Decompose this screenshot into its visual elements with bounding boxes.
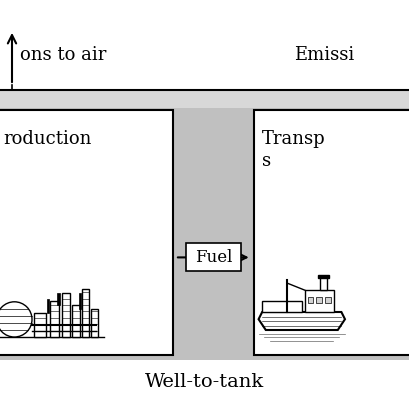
Bar xyxy=(34,313,45,337)
Bar xyxy=(254,110,409,355)
Bar xyxy=(316,297,322,303)
Bar xyxy=(0,0,409,90)
Bar xyxy=(47,299,49,313)
Text: ons to air: ons to air xyxy=(20,46,106,64)
Bar xyxy=(262,301,302,312)
Text: s: s xyxy=(262,152,271,170)
Bar xyxy=(82,289,89,337)
Bar xyxy=(306,290,334,312)
Bar xyxy=(186,243,241,272)
Text: Fuel: Fuel xyxy=(195,249,232,266)
Bar xyxy=(325,297,330,303)
Text: Well-to-tank: Well-to-tank xyxy=(145,373,264,391)
Text: Emissi: Emissi xyxy=(294,46,355,64)
Bar xyxy=(72,305,80,337)
Bar xyxy=(0,90,409,108)
Bar xyxy=(0,110,173,355)
Polygon shape xyxy=(258,312,345,330)
Bar xyxy=(308,297,313,303)
Bar xyxy=(79,293,81,309)
Bar xyxy=(320,277,327,290)
Circle shape xyxy=(0,302,32,337)
Bar xyxy=(49,301,59,337)
Text: roduction: roduction xyxy=(3,130,91,148)
Text: Transp: Transp xyxy=(262,130,325,148)
Bar xyxy=(0,90,409,360)
Bar xyxy=(62,293,70,337)
Bar xyxy=(91,309,98,337)
Bar xyxy=(57,293,60,305)
Bar xyxy=(318,274,329,278)
